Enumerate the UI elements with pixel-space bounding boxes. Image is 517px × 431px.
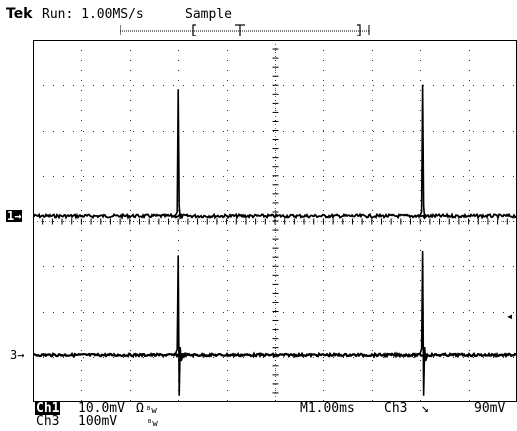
ch1-trace [33,212,517,221]
trigger-level-marker[interactable]: ◂ [506,309,514,323]
ch3-position-marker[interactable]: 3→ [10,348,25,362]
ch3-spike [418,250,429,396]
acquisition-status: Run: 1.00MS/s [42,7,144,22]
scope-header: Tek Run: 1.00MS/s Sample [0,0,517,40]
ch3-scale: 100mV [78,414,118,429]
trigger-slope-icon: ↘ [421,401,429,416]
ch1-label[interactable]: Ch1 [35,401,61,416]
acquisition-mode: Sample [185,7,232,22]
record-bracket-icon [120,24,370,36]
readout-panel: Ch1 10.0mV Ω ᴮw Ch3 100mV ᴮw M1.00ms Ch3… [0,400,517,430]
trigger-level-readout: 90mV [474,401,506,416]
brand-label: Tek [6,6,33,22]
timebase-readout: M1.00ms [300,401,355,416]
graticule [33,40,517,402]
ch3-bandwidth-icon: ᴮw [147,419,158,429]
trigger-source: Ch3 [384,401,408,416]
ch1-scale: 10.0mV [78,401,125,416]
ch3-spike [174,255,184,396]
ch3-label[interactable]: Ch3 [36,414,60,429]
waveform-display[interactable] [33,40,517,402]
ch1-position-marker[interactable]: 1→ [6,209,23,223]
ch1-coupling-icon: Ω [136,401,144,416]
ch1-spike [418,84,428,220]
ch1-spike [174,89,183,220]
record-position-bar [120,22,370,36]
ch1-bandwidth-icon: ᴮw [146,406,157,416]
ch3-trace [33,351,517,359]
trigger-position-icon [235,24,245,36]
